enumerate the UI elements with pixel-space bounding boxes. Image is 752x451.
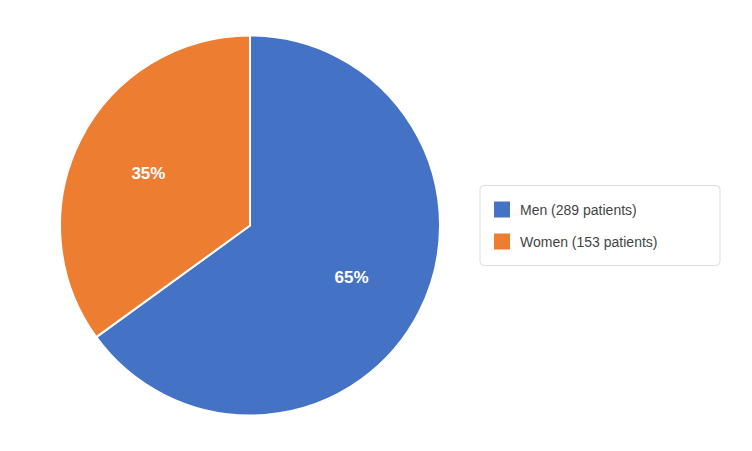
legend-label: Women (153 patients) — [520, 234, 657, 250]
legend-swatch — [494, 234, 510, 250]
legend: Men (289 patients) Women (153 patients) — [480, 186, 720, 266]
pie-slice — [60, 36, 250, 338]
slices — [60, 36, 440, 416]
data-labels: 65% 35% — [131, 164, 368, 287]
chart-container: 65% 35% Men (289 patients) Women (153 patie… — [0, 0, 752, 451]
data-label: 35% — [131, 164, 165, 183]
legend-label: Men (289 patients) — [520, 202, 637, 218]
legend-swatch — [494, 202, 510, 218]
legend-box — [480, 186, 720, 266]
chart: 65% 35% Men (289 patients) Women (153 patie… — [0, 0, 752, 451]
data-label: 65% — [335, 268, 369, 287]
